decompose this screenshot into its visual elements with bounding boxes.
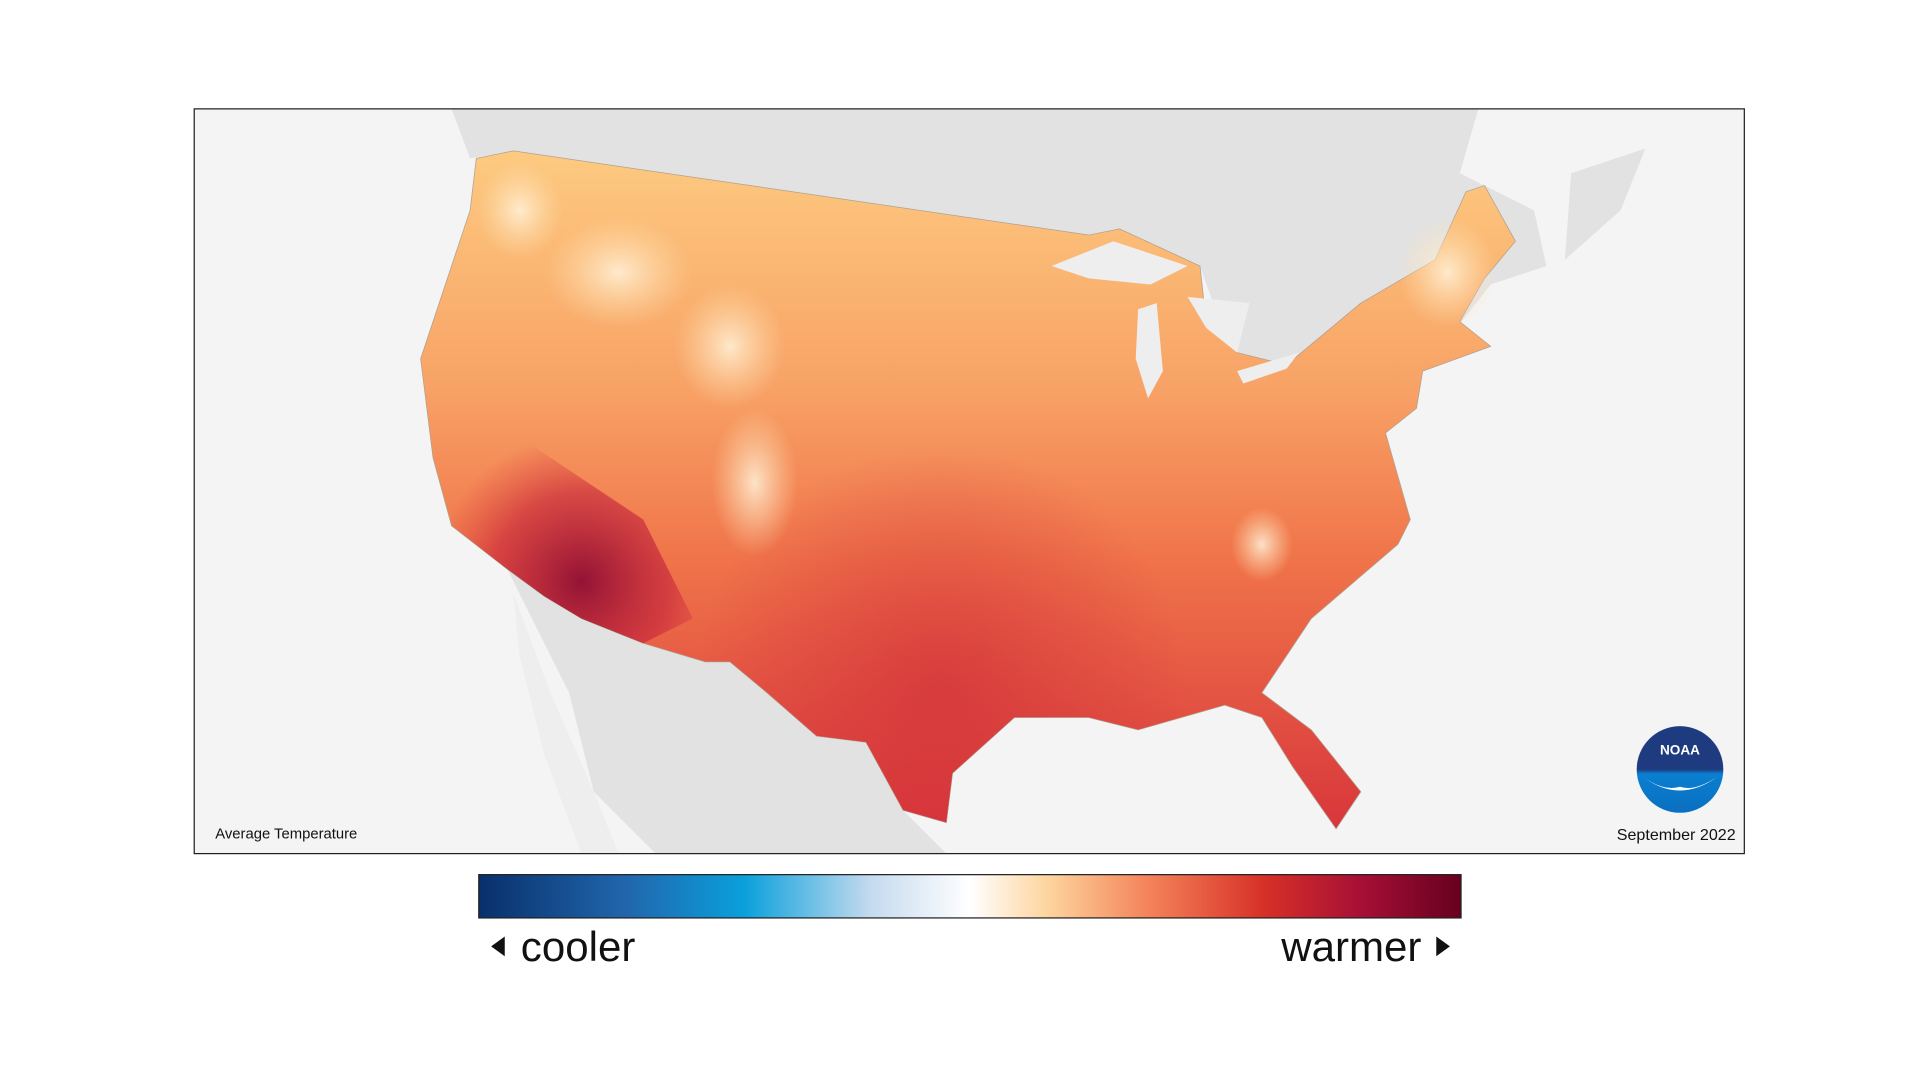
southwest-heat <box>432 408 693 644</box>
map-title: Average Temperature <box>215 827 357 843</box>
noaa-logo: NOAA <box>1636 726 1724 813</box>
lake-michigan <box>1135 303 1163 399</box>
northeast-cool <box>1397 216 1497 328</box>
logo-bird <box>1642 776 1718 791</box>
cool-highlands <box>476 160 1497 582</box>
baja-gulf <box>513 593 619 854</box>
great-lakes <box>1051 241 1299 399</box>
cooler-arrow <box>491 936 505 957</box>
warmer-label: warmer <box>1280 923 1421 970</box>
basemap <box>451 108 1646 854</box>
canada-land <box>451 108 1547 372</box>
lake-superior <box>1051 241 1188 285</box>
mexico-land <box>507 569 947 854</box>
colorado-cool <box>711 408 798 557</box>
canada-island <box>1564 148 1646 260</box>
lake-erie <box>1237 352 1299 384</box>
appalachian-cool <box>1230 507 1293 582</box>
logo-text: NOAA <box>1660 743 1700 758</box>
map-date: September 2022 <box>1617 826 1736 844</box>
lake-huron <box>1187 296 1250 353</box>
colorbar <box>478 874 1462 919</box>
map-frame <box>193 108 1745 855</box>
cascades-cool <box>476 160 563 260</box>
cooler-label: cooler <box>521 923 636 970</box>
idaho-cool <box>544 216 693 328</box>
logo-circle <box>1636 726 1724 813</box>
warmer-arrow <box>1436 936 1450 957</box>
rockies-cool <box>674 284 786 409</box>
